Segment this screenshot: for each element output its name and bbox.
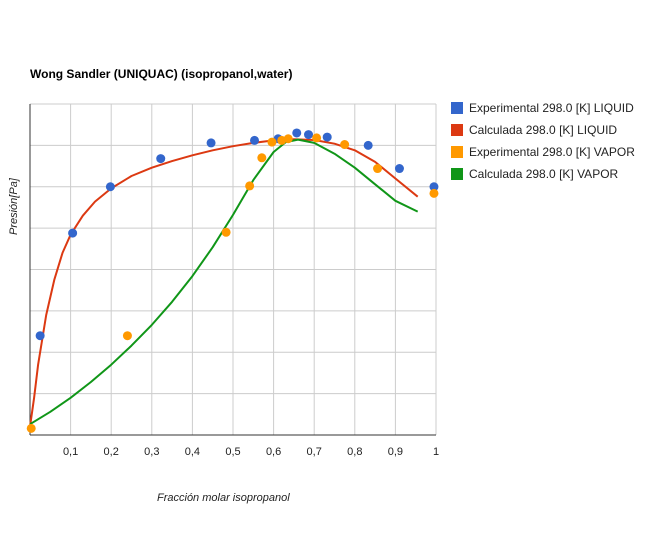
legend-swatch-experimental-liquid — [451, 102, 463, 114]
legend-swatch-calculada-liquid — [451, 124, 463, 136]
series-points — [26, 128, 439, 433]
data-point-s0-2 — [105, 182, 115, 192]
series-line-3 — [29, 138, 419, 426]
data-point-s0-9 — [322, 132, 332, 142]
x-axis-label: Fracción molar isopropanol — [157, 492, 290, 504]
series-lines — [29, 138, 419, 427]
data-point-s0-4 — [206, 138, 216, 148]
data-point-s2-5 — [267, 137, 277, 147]
data-point-s2-3 — [245, 181, 255, 191]
data-point-s0-10 — [363, 140, 373, 150]
series-line-1 — [29, 138, 419, 427]
x-tick-label-8: 0,9 — [388, 446, 403, 458]
data-point-s2-4 — [257, 153, 267, 163]
grid-lines — [29, 103, 437, 436]
x-tick-labels: 0,1 0,2 0,3 0,4 0,5 0,6 0,7 0,8 0,9 1 — [63, 446, 439, 458]
legend-swatch-experimental-vapor — [451, 146, 463, 158]
x-tick-label-1: 0,2 — [104, 446, 119, 458]
legend-label-calculada-vapor: Calculada 298.0 [K] VAPOR — [469, 167, 619, 181]
x-tick-label-0: 0,1 — [63, 446, 78, 458]
x-tick-label-5: 0,6 — [266, 446, 281, 458]
data-point-s2-10 — [373, 164, 383, 174]
data-point-s0-8 — [304, 130, 314, 140]
x-tick-label-7: 0,8 — [347, 446, 362, 458]
legend-item-calculada-liquid[interactable]: Calculada 298.0 [K] LIQUID — [451, 122, 656, 138]
data-point-s0-5 — [250, 135, 260, 145]
legend-item-calculada-vapor[interactable]: Calculada 298.0 [K] VAPOR — [451, 166, 656, 182]
legend-label-calculada-liquid: Calculada 298.0 [K] LIQUID — [469, 123, 618, 137]
x-tick-label-9: 1 — [433, 446, 439, 458]
data-point-s0-3 — [156, 154, 166, 164]
x-tick-label-2: 0,3 — [144, 446, 159, 458]
legend-item-experimental-liquid[interactable]: Experimental 298.0 [K] LIQUID — [451, 100, 656, 116]
data-point-s0-11 — [394, 164, 404, 174]
data-point-s2-0 — [26, 423, 36, 433]
data-point-s2-9 — [340, 140, 350, 150]
legend-label-experimental-liquid: Experimental 298.0 [K] LIQUID — [469, 101, 634, 115]
data-point-s0-0 — [35, 331, 45, 341]
legend: Experimental 298.0 [K] LIQUID Calculada … — [451, 100, 656, 188]
x-tick-label-3: 0,4 — [185, 446, 200, 458]
data-point-s2-7 — [283, 134, 293, 144]
chart-title: Wong Sandler (UNIQUAC) (isopropanol,wate… — [30, 67, 293, 81]
legend-swatch-calculada-vapor — [451, 168, 463, 180]
data-point-s2-8 — [312, 133, 322, 143]
data-point-s2-2 — [221, 227, 231, 237]
legend-item-experimental-vapor[interactable]: Experimental 298.0 [K] VAPOR — [451, 144, 639, 160]
x-tick-label-4: 0,5 — [225, 446, 240, 458]
data-point-s0-7 — [292, 128, 302, 138]
legend-label-experimental-vapor: Experimental 298.0 [K] VAPOR — [469, 145, 635, 159]
data-point-s2-1 — [122, 331, 132, 341]
data-point-s0-12 — [429, 182, 439, 192]
data-point-s0-1 — [68, 228, 78, 238]
x-tick-label-6: 0,7 — [307, 446, 322, 458]
data-point-s2-11 — [429, 188, 439, 198]
